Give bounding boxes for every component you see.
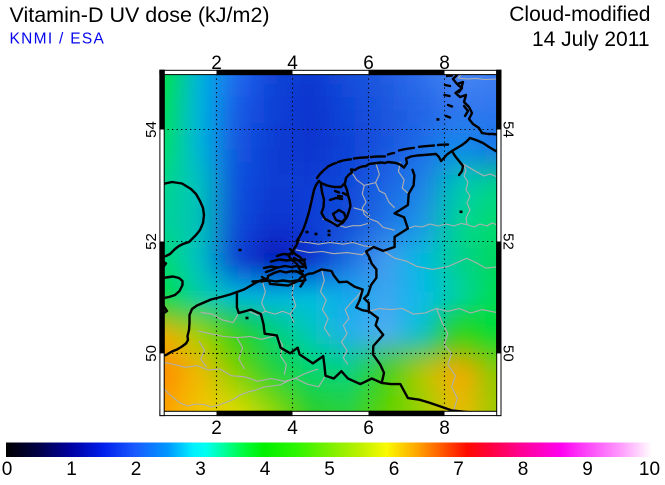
svg-text:2: 2 — [211, 53, 222, 74]
svg-text:2: 2 — [131, 459, 142, 480]
svg-text:6: 6 — [389, 459, 400, 480]
svg-text:4: 4 — [287, 418, 298, 439]
svg-text:9: 9 — [582, 459, 593, 480]
svg-text:2: 2 — [211, 418, 222, 439]
svg-text:1: 1 — [66, 459, 77, 480]
svg-text:0: 0 — [2, 459, 13, 480]
svg-text:Vitamin-D UV dose (kJ/m2): Vitamin-D UV dose (kJ/m2) — [10, 3, 270, 27]
svg-text:50: 50 — [500, 345, 517, 362]
svg-text:54: 54 — [500, 121, 517, 138]
svg-text:KNMI / ESA: KNMI / ESA — [10, 31, 106, 48]
svg-text:8: 8 — [518, 459, 529, 480]
svg-text:10: 10 — [639, 459, 660, 480]
svg-text:4: 4 — [260, 459, 271, 480]
svg-text:52: 52 — [143, 233, 160, 250]
svg-text:5: 5 — [324, 459, 335, 480]
svg-text:8: 8 — [439, 53, 450, 74]
svg-text:8: 8 — [439, 418, 450, 439]
svg-text:3: 3 — [195, 459, 206, 480]
svg-text:52: 52 — [500, 233, 517, 250]
svg-text:7: 7 — [453, 459, 464, 480]
svg-text:14 July 2011: 14 July 2011 — [532, 28, 650, 51]
svg-text:54: 54 — [143, 121, 160, 138]
svg-text:6: 6 — [363, 418, 374, 439]
svg-text:4: 4 — [287, 53, 298, 74]
svg-text:6: 6 — [363, 53, 374, 74]
svg-text:Cloud-modified: Cloud-modified — [509, 3, 650, 26]
svg-text:50: 50 — [143, 345, 160, 362]
